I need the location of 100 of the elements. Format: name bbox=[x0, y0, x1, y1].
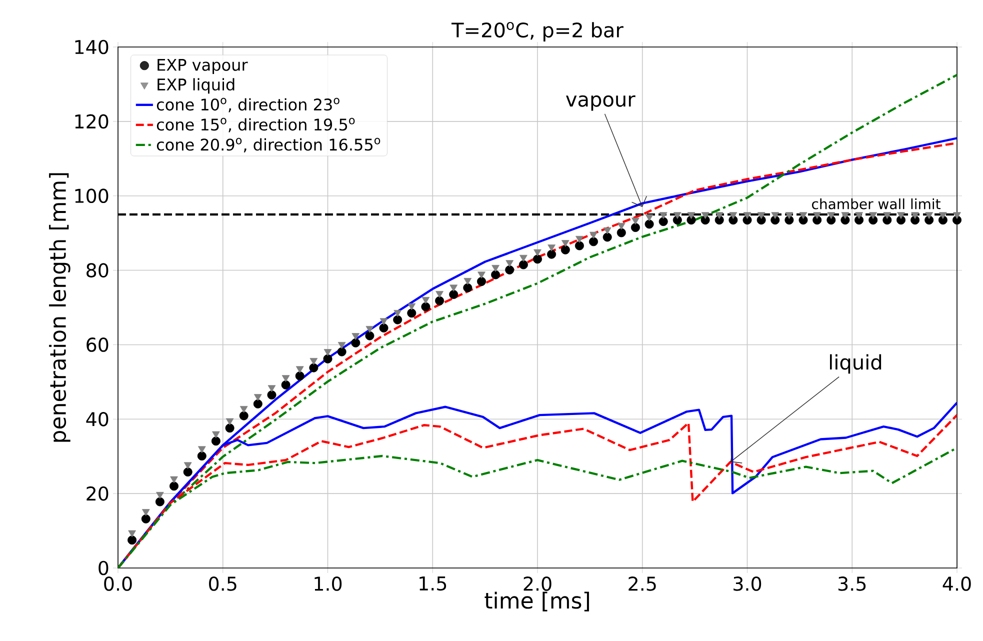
point bbox=[813, 212, 822, 219]
point bbox=[590, 232, 598, 239]
point bbox=[128, 530, 136, 538]
point bbox=[142, 509, 150, 516]
point bbox=[310, 358, 318, 365]
point bbox=[435, 296, 444, 306]
point bbox=[518, 260, 528, 270]
x-tick-label: 0.0 bbox=[104, 576, 132, 591]
point bbox=[547, 250, 556, 259]
x-tick-label: 1.0 bbox=[314, 576, 342, 591]
point bbox=[170, 476, 178, 484]
point bbox=[226, 418, 234, 426]
y-tick-label: 120 bbox=[75, 114, 108, 129]
point bbox=[673, 212, 682, 219]
point bbox=[155, 497, 164, 506]
point bbox=[408, 303, 416, 310]
point bbox=[450, 284, 458, 292]
annotation: vapour bbox=[566, 95, 636, 111]
point bbox=[267, 390, 276, 400]
point bbox=[170, 482, 179, 491]
point bbox=[183, 467, 192, 476]
annotation: liquid bbox=[830, 354, 882, 374]
legend-label: cone 15$^{o}$, direction 19.5$^{o}$ bbox=[156, 118, 355, 132]
x-tick-label: 1.5 bbox=[420, 576, 446, 591]
point bbox=[254, 394, 262, 401]
point bbox=[841, 212, 850, 219]
point bbox=[644, 220, 654, 229]
point bbox=[337, 347, 346, 356]
legend-label: cone 20.9$^{o}$, direction 16.55$^{o}$ bbox=[156, 138, 380, 152]
x-tick-label: 3.0 bbox=[734, 576, 762, 591]
y-tick-label: 80 bbox=[86, 263, 108, 278]
point bbox=[491, 270, 500, 280]
point bbox=[492, 264, 500, 272]
point bbox=[225, 424, 234, 433]
point bbox=[281, 380, 290, 390]
point bbox=[785, 212, 794, 219]
legend-label: cone 10$^{o}$, direction 23$^{o}$ bbox=[156, 98, 340, 112]
point bbox=[911, 212, 919, 219]
point bbox=[141, 514, 150, 524]
x-axis-title: time [ms] bbox=[484, 592, 589, 612]
x-tick-label: 2.0 bbox=[524, 576, 552, 591]
point bbox=[632, 218, 640, 225]
point bbox=[463, 283, 472, 292]
point bbox=[701, 212, 710, 219]
point bbox=[925, 212, 934, 219]
y-tick-label: 100 bbox=[75, 188, 108, 204]
point bbox=[422, 296, 430, 304]
point bbox=[560, 245, 570, 254]
point bbox=[827, 212, 836, 219]
y-tick-label: 0 bbox=[98, 560, 108, 576]
point bbox=[576, 236, 584, 243]
x-tick-label: 2.5 bbox=[628, 576, 656, 591]
point bbox=[239, 411, 248, 420]
point bbox=[365, 331, 374, 340]
point bbox=[478, 272, 486, 279]
point bbox=[338, 342, 346, 349]
point bbox=[603, 227, 612, 234]
point bbox=[589, 237, 598, 246]
point bbox=[548, 244, 556, 252]
point bbox=[184, 462, 192, 470]
point bbox=[379, 323, 388, 332]
point bbox=[351, 338, 360, 348]
point bbox=[855, 212, 863, 219]
point bbox=[659, 212, 668, 219]
point bbox=[561, 240, 570, 247]
point bbox=[324, 349, 332, 356]
point bbox=[296, 366, 304, 374]
point bbox=[658, 217, 668, 226]
point bbox=[407, 308, 416, 318]
point bbox=[771, 212, 780, 219]
ref-line-label: chamber wall limit bbox=[812, 198, 940, 210]
legend-label: EXP liquid bbox=[158, 78, 234, 94]
point bbox=[394, 310, 402, 317]
point bbox=[198, 446, 206, 454]
point bbox=[715, 212, 724, 219]
point bbox=[240, 406, 248, 413]
point bbox=[939, 212, 947, 219]
point bbox=[869, 212, 878, 219]
point bbox=[616, 228, 626, 238]
point bbox=[574, 241, 584, 250]
point bbox=[897, 212, 905, 219]
point bbox=[282, 375, 290, 382]
point bbox=[366, 326, 374, 333]
x-tick-label: 0.5 bbox=[209, 576, 236, 591]
point bbox=[799, 212, 808, 219]
point bbox=[380, 318, 388, 326]
x-tick-label: 3.5 bbox=[838, 576, 866, 591]
point bbox=[520, 254, 528, 262]
legend-label: EXP vapour bbox=[158, 59, 248, 74]
point bbox=[436, 291, 444, 298]
point bbox=[505, 265, 514, 274]
point bbox=[476, 276, 486, 286]
point bbox=[630, 222, 640, 232]
point bbox=[393, 315, 402, 324]
point bbox=[352, 333, 360, 340]
point bbox=[687, 212, 696, 219]
point bbox=[729, 212, 738, 219]
y-tick-label: 60 bbox=[86, 338, 108, 352]
y-tick-label: 20 bbox=[86, 486, 108, 501]
point bbox=[883, 212, 892, 219]
